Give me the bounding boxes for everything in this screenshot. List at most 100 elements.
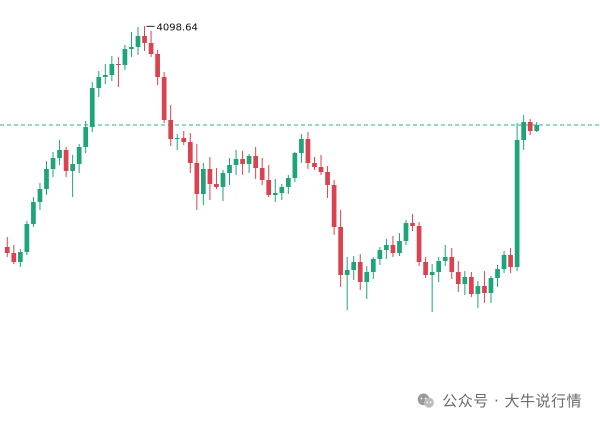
candle: [37, 183, 43, 210]
candle: [469, 272, 474, 297]
candle: [429, 264, 435, 312]
candle-body-up: [514, 140, 520, 267]
candle-body-up: [220, 173, 226, 187]
candle: [201, 163, 206, 205]
candle: [521, 115, 527, 150]
candle-body-up: [285, 178, 291, 187]
candle: [122, 45, 128, 70]
candle-body-up: [397, 241, 402, 253]
candle-body-up: [201, 169, 206, 194]
candle-body-up: [462, 277, 468, 284]
candle-body-up: [102, 75, 108, 77]
candle-body-up: [436, 261, 442, 272]
candle: [416, 222, 422, 266]
candle: [279, 184, 285, 200]
candle-body-up: [442, 257, 448, 261]
candle: [488, 276, 494, 303]
candle-body-down: [168, 120, 174, 139]
candle-body-up: [351, 262, 357, 270]
candle-body-up: [246, 156, 252, 164]
candle-body-up: [279, 187, 285, 193]
candle: [495, 265, 500, 287]
candle: [272, 179, 278, 202]
candle-body-down: [63, 150, 69, 171]
candle: [207, 157, 213, 200]
candle: [351, 256, 357, 280]
candle-body-up: [429, 272, 435, 275]
candle-body-down: [312, 163, 317, 167]
candle: [24, 221, 30, 255]
candle-body-up: [370, 259, 376, 272]
candle: [377, 247, 383, 265]
candle: [482, 271, 487, 303]
watermark: 公众号 · 大牛说行情: [416, 390, 582, 411]
candle-body-up: [24, 224, 30, 252]
candle: [50, 152, 56, 177]
candle-body-up: [344, 270, 350, 275]
candle-body-up: [17, 252, 23, 262]
candle-body-up: [488, 278, 494, 293]
candle-body-down: [11, 253, 17, 262]
watermark-text: 公众号 · 大牛说行情: [442, 392, 582, 410]
candle: [292, 152, 298, 182]
wechat-icon: [417, 393, 435, 408]
candle: [338, 210, 343, 287]
candle-body-up: [70, 164, 75, 171]
candle: [305, 132, 311, 169]
candle: [357, 254, 363, 290]
candle: [514, 123, 520, 271]
candle-body-down: [508, 255, 513, 267]
candle: [233, 150, 239, 175]
candle-body-down: [416, 226, 422, 262]
candle: [194, 144, 200, 210]
candle: [155, 50, 160, 85]
candle-body-down: [325, 172, 330, 185]
candle-body-down: [469, 277, 474, 294]
candle-body-up: [233, 159, 239, 165]
candle: [135, 27, 141, 55]
candle-body-down: [338, 227, 343, 275]
candle-body-up: [89, 88, 95, 127]
candle: [266, 165, 272, 197]
candle: [331, 180, 337, 235]
candle: [423, 257, 428, 278]
candle: [534, 122, 540, 132]
candle-body-down: [253, 156, 259, 168]
candle-body-down: [455, 272, 461, 284]
candle: [475, 281, 481, 308]
candle-body-up: [50, 158, 56, 169]
candle: [508, 248, 513, 273]
candle-body-up: [37, 189, 43, 202]
candle: [89, 82, 95, 132]
candle: [168, 105, 174, 146]
candle-body-down: [305, 139, 311, 163]
candle: [44, 161, 49, 195]
candle: [318, 155, 324, 175]
candle: [109, 56, 115, 81]
candle: [259, 158, 265, 185]
candle: [462, 271, 468, 295]
candle-body-down: [187, 142, 193, 163]
candle-body-down: [423, 262, 428, 275]
candle: [174, 134, 180, 150]
candle-body-up: [129, 47, 134, 49]
candle: [436, 257, 442, 282]
candle: [501, 251, 507, 273]
candle-body-down: [527, 122, 533, 131]
candle-body-up: [122, 49, 128, 65]
candle: [187, 133, 193, 173]
candle-body-up: [364, 272, 370, 282]
candle-body-down: [331, 185, 337, 227]
candle-body-down: [4, 247, 10, 253]
candle: [227, 158, 232, 185]
candle: [142, 26, 147, 51]
candle: [63, 147, 69, 177]
candle-body-down: [148, 43, 154, 54]
candle: [285, 175, 291, 194]
candle-body-down: [161, 77, 167, 120]
candle: [102, 64, 108, 84]
candle-body-up: [475, 286, 481, 294]
candle: [129, 32, 134, 57]
candle: [312, 157, 317, 170]
